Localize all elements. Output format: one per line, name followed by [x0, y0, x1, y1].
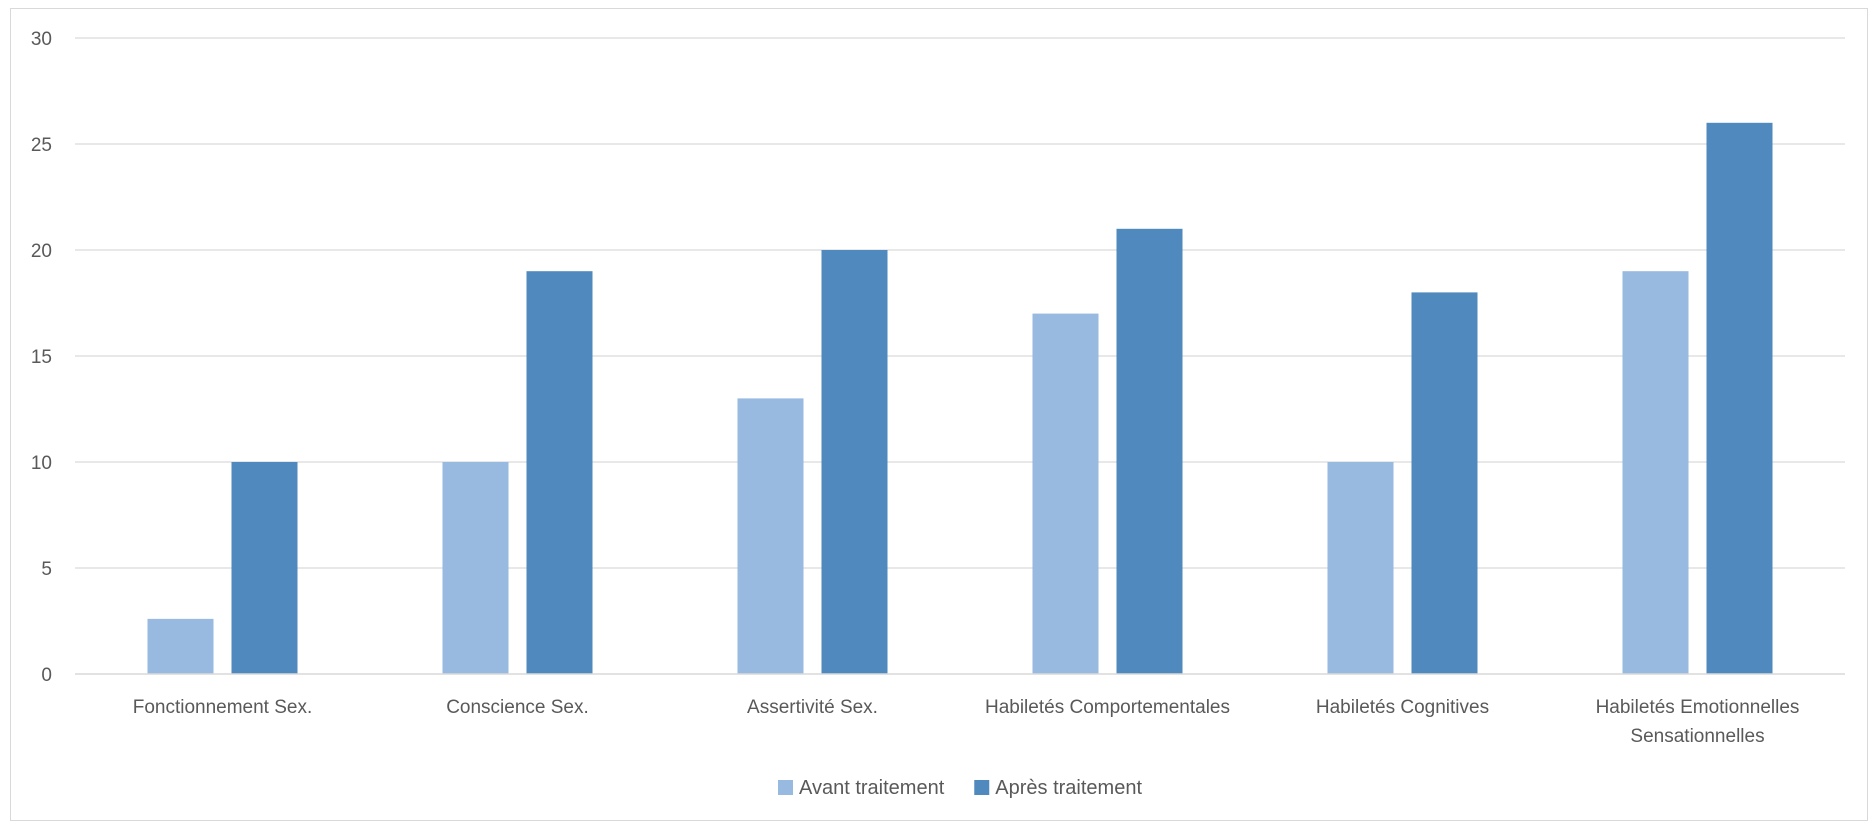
bar-avant-4 — [1327, 462, 1394, 674]
bar-apres-3 — [1116, 228, 1183, 675]
y-tick-label: 15 — [31, 347, 52, 368]
y-tick-label: 30 — [31, 29, 52, 50]
legend-swatch-apres — [974, 780, 990, 795]
y-tick-label: 10 — [31, 453, 52, 474]
x-axis-tick-labels: Fonctionnement Sex. Conscience Sex. Assert… — [133, 697, 1800, 747]
x-tick-label: Assertivité Sex. — [747, 697, 878, 718]
x-tick-label: Conscience Sex. — [446, 697, 589, 718]
x-tick-label: Habiletés Comportementales — [985, 697, 1230, 718]
x-tick-label: Habiletés Emotionnelles — [1596, 697, 1800, 718]
bar-avant-3 — [1032, 313, 1099, 674]
bar-apres-0 — [231, 462, 298, 674]
y-tick-label: 0 — [41, 665, 52, 686]
bar-apres-2 — [821, 250, 888, 674]
y-axis-tick-labels: 0 5 10 15 20 25 30 — [31, 29, 52, 686]
bar-avant-2 — [737, 398, 804, 674]
gridlines — [75, 37, 1845, 569]
bar-apres-1 — [526, 271, 593, 674]
y-tick-label: 20 — [31, 241, 52, 262]
x-tick-label: Sensationnelles — [1630, 726, 1764, 747]
legend-label-apres: Après traitement — [995, 777, 1142, 799]
bar-apres-4 — [1411, 292, 1478, 674]
y-tick-label: 25 — [31, 135, 52, 156]
bar-apres-5 — [1706, 122, 1773, 675]
bar-avant-5 — [1622, 271, 1689, 674]
legend-label-avant: Avant traitement — [799, 777, 945, 799]
bar-avant-0 — [147, 618, 214, 674]
y-tick-label: 5 — [41, 559, 52, 580]
x-tick-label: Habiletés Cognitives — [1316, 697, 1489, 718]
bar-avant-1 — [442, 462, 509, 674]
legend-swatch-avant — [778, 780, 793, 795]
bars — [147, 122, 1773, 675]
legend: Avant traitement Après traitement — [778, 777, 1142, 799]
x-tick-label: Fonctionnement Sex. — [133, 697, 313, 718]
